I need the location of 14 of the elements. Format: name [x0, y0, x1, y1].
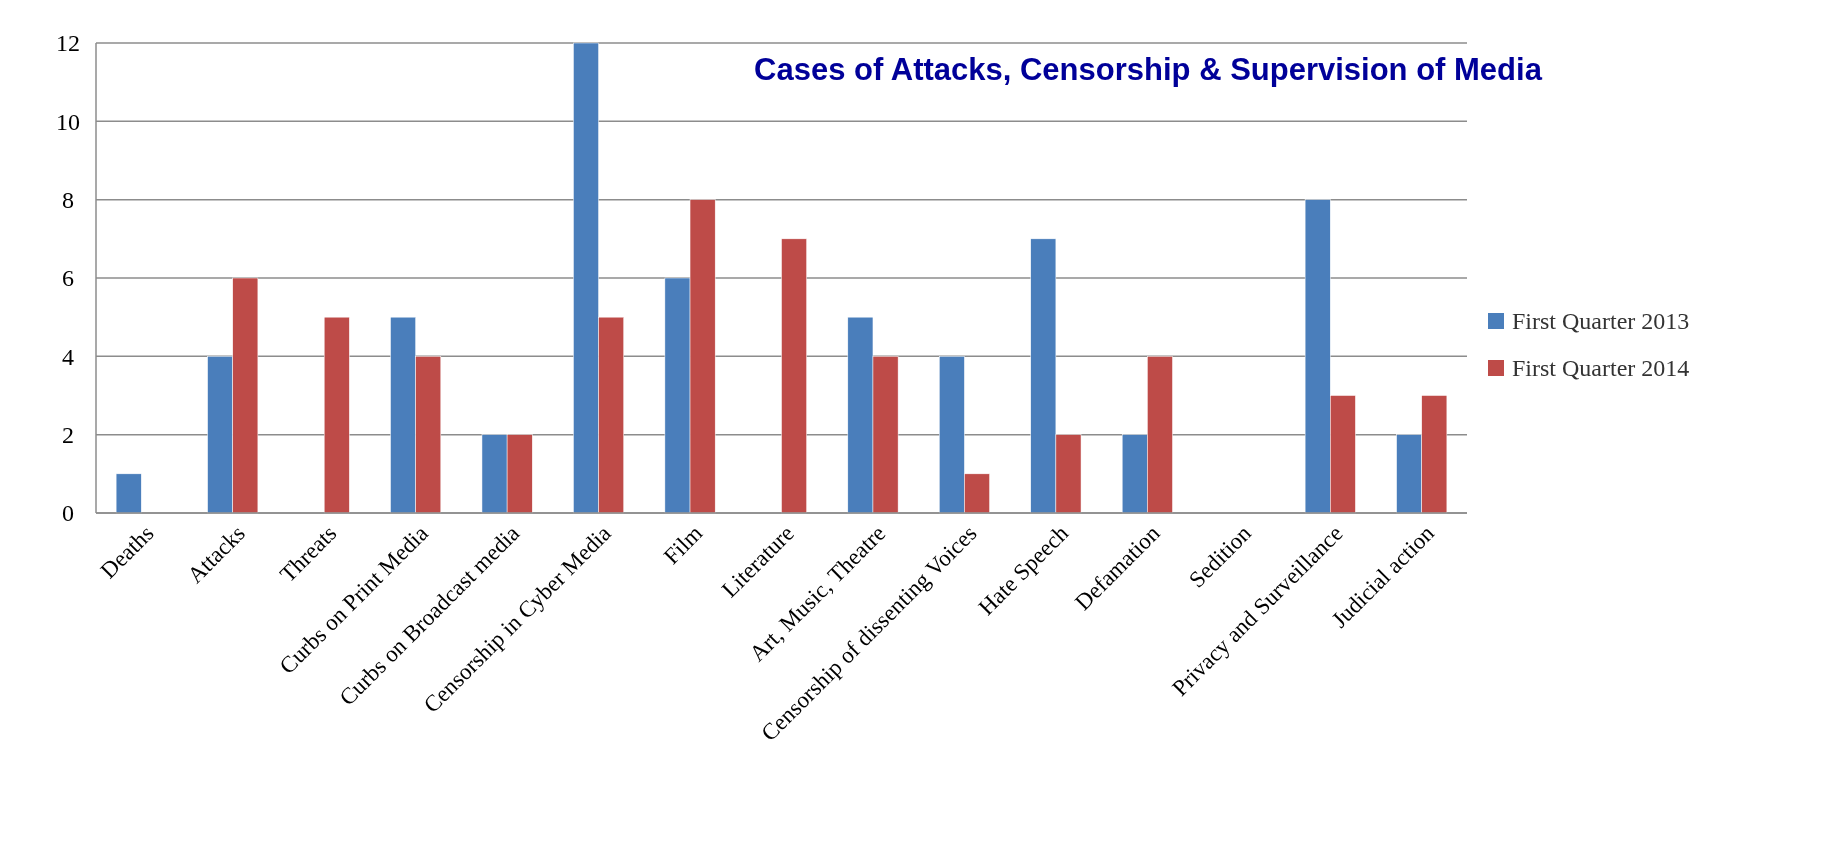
legend-label: First Quarter 2013: [1512, 308, 1690, 335]
x-tick-label: Film: [658, 520, 708, 569]
y-tick-label: 8: [62, 187, 74, 214]
bar: [115, 473, 142, 514]
y-tick-label: 6: [62, 265, 74, 292]
bar: [781, 238, 807, 514]
y-tick-label: 12: [56, 30, 80, 57]
y-tick-label: 2: [62, 422, 74, 449]
legend-label: First Quarter 2014: [1512, 355, 1690, 382]
chart-title: Cases of Attacks, Censorship & Supervision of Media: [754, 52, 1543, 87]
y-tick-label: 0: [62, 500, 74, 527]
y-tick-label: 10: [56, 108, 80, 135]
y-tick-label: 4: [62, 343, 74, 370]
bar: [323, 316, 350, 514]
